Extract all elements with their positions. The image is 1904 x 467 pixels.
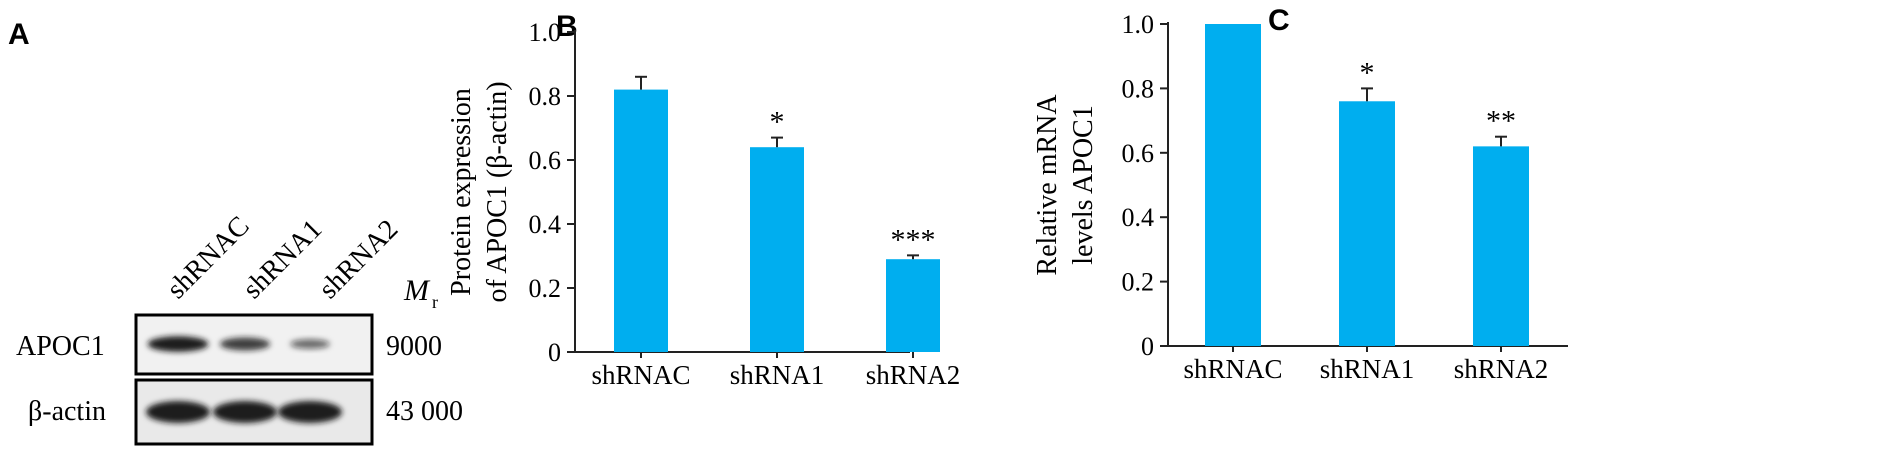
category-label: shRNAC [1183, 354, 1282, 384]
significance-label: *** [891, 223, 936, 256]
y-axis-label-line-2: levels APOC1 [1068, 105, 1099, 264]
bar-shRNA1 [1339, 101, 1395, 346]
y-tick-label: 0.4 [529, 210, 562, 239]
bar-shRNAC [1205, 24, 1261, 346]
blot-band-apoc1-lane-1 [147, 336, 209, 352]
blot-band-apoc1-lane-2 [219, 337, 271, 351]
bar-shRNA2 [886, 259, 940, 352]
row-label-apoc1: APOC1 [16, 331, 105, 362]
blot-band-apoc1-lane-3 [290, 339, 330, 349]
blot-band-beta-actin-lane-1 [146, 401, 210, 423]
chart-mrna-levels: 0 0.2 0.4 0.6 0.8 1.0 shRNAC * shRNA1 ** shRNA2 Rel… [1032, 10, 1568, 384]
y-tick-label: 0.4 [1122, 203, 1155, 232]
significance-label: ** [1486, 105, 1516, 138]
mr-subscript: r [432, 292, 438, 312]
lane-label-3: shRNA2 [313, 214, 404, 305]
y-tick-label: 1.0 [1122, 10, 1155, 39]
category-label: shRNA1 [1320, 354, 1415, 384]
panel-letter-a: A [8, 18, 30, 51]
y-tick-label: 0.8 [1122, 74, 1155, 103]
significance-label: * [770, 106, 785, 139]
mr-value-beta-actin: 43 000 [386, 396, 463, 427]
y-tick-label: 0.2 [529, 274, 562, 303]
mr-symbol: M [403, 274, 431, 307]
panel-a: A shRNAC shRNA1 shRNA2 M r APOC1 β-actin… [8, 18, 463, 446]
y-tick-label: 0.2 [1122, 268, 1155, 297]
category-label: shRNA2 [866, 360, 961, 390]
significance-label: * [1360, 56, 1375, 89]
y-tick-label: 0.6 [529, 146, 562, 175]
y-tick-label: 0 [1141, 332, 1154, 361]
row-label-beta-actin: β-actin [28, 396, 106, 427]
chart-protein-expression: 0 0.2 0.4 0.6 0.8 1.0 shRNAC * shRNA1 *** shRNA2 Pr… [446, 18, 960, 390]
category-label: shRNA1 [730, 360, 825, 390]
panel-b: B 0 0.2 0.4 0.6 0.8 1.0 shRNAC * shRNA1 *** shRNA2… [446, 10, 960, 390]
y-tick-label: 1.0 [529, 18, 562, 47]
mr-value-apoc1: 9000 [386, 331, 442, 362]
y-tick-label: 0.6 [1122, 139, 1155, 168]
panel-letter-b: B [556, 10, 578, 43]
y-tick-label: 0 [548, 338, 561, 367]
panel-letter-c: C [1268, 4, 1290, 37]
y-tick-label: 0.8 [529, 82, 562, 111]
y-axis-label-line-2: of APOC1 (β-actin) [482, 81, 513, 302]
blot-band-beta-actin-lane-2 [213, 401, 277, 423]
bar-shRNAC [614, 89, 668, 352]
bar-shRNA2 [1473, 146, 1529, 346]
category-label: shRNA2 [1454, 354, 1549, 384]
bar-shRNA1 [750, 147, 804, 352]
panel-c: C 0 0.2 0.4 0.6 0.8 1.0 shRNAC * shRNA1 ** shRNA2 R… [1032, 4, 1568, 384]
blot-band-beta-actin-lane-3 [278, 401, 342, 423]
category-label: shRNAC [591, 360, 690, 390]
blot-bands [146, 336, 342, 423]
lane-label-2: shRNA1 [237, 214, 328, 305]
y-axis-label-line-1: Protein expression [446, 88, 477, 296]
lane-label-1: shRNAC [161, 210, 256, 305]
y-axis-label-line-1: Relative mRNA [1032, 94, 1063, 276]
